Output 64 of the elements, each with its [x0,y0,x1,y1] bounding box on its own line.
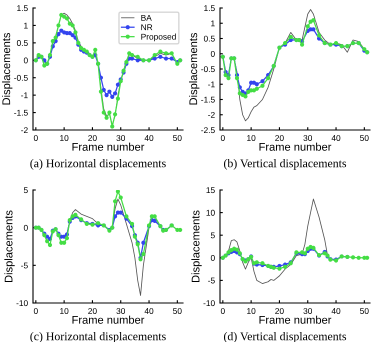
x-axis-title: Frame number [259,316,332,324]
x-tick-label: 20 [275,308,284,314]
x-tick-label: 30 [116,308,126,314]
y-tick-label: 0.5 [16,40,28,46]
x-tick-label: 30 [116,135,126,141]
y-tick-label: 5 [210,232,215,238]
text: (a) Horizontal displacements [30,159,166,170]
y-tick-label: 5 [24,187,28,194]
y-axis-title: Displacements [191,210,202,282]
y-tick-label: 10 [206,210,215,216]
y-tick-label: -5 [208,278,215,284]
y-tick-label: 0 [24,224,28,231]
x-tick-label: 20 [88,308,97,314]
text: (b) Vertical displacements [224,159,346,170]
x-tick-label: 30 [303,135,312,141]
x-tick-label: 50 [360,135,369,141]
x-tick-label: 10 [60,308,68,314]
y-tick-label: -1.5 [14,110,28,116]
y-tick-label: 0 [210,255,215,261]
x-tick-label: 0 [220,308,225,314]
y-tick-label: 0 [24,57,28,64]
x-tick-label: 10 [60,135,68,141]
x-tick-label: 30 [303,308,312,314]
y-tick-label: 0 [210,50,215,57]
legend-label: BA [141,14,152,21]
x-axis-title: Frame number [259,142,332,151]
x-axis-title: Frame number [72,316,144,324]
y-tick-label: 1.5 [17,5,28,12]
x-tick-label: 50 [173,135,182,141]
y-tick-label: -1 [208,82,215,88]
x-tick-label: 10 [247,135,256,141]
x-tick-label: 0 [34,135,38,141]
x-tick-label: 40 [144,135,154,141]
legend-label: Proposed [141,34,176,42]
x-tick-label: 10 [247,308,256,314]
x-tick-label: 0 [220,135,225,141]
y-tick-label: -10 [16,300,28,306]
y-tick-label: -10 [203,300,215,306]
y-tick-label: 15 [206,187,215,194]
y-tick-label: 1.5 [204,5,215,12]
y-tick-label: 0.5 [204,36,215,42]
x-tick-label: 20 [275,135,284,141]
y-tick-label: -0.5 [201,66,215,72]
y-tick-label: -5 [21,262,28,268]
y-axis-title: Displacements [4,210,15,282]
x-axis-title: Frame number [72,142,144,151]
y-tick-label: -1 [21,92,28,98]
legend-label: NR [141,24,152,30]
x-tick-label: 40 [144,308,154,314]
y-tick-label: 1 [24,22,28,28]
y-tick-label: -2 [208,112,215,118]
y-axis-title: Displacements [2,32,12,105]
x-tick-label: 20 [88,135,97,141]
y-tick-label: -2 [21,127,28,134]
y-tick-label: -2.5 [201,127,215,134]
x-tick-label: 50 [173,308,182,314]
x-tick-label: 40 [332,135,340,141]
y-tick-label: -1.5 [201,96,215,103]
y-tick-label: -0.5 [14,74,28,81]
x-tick-label: 0 [34,308,38,314]
y-axis-title: Displacements [189,32,200,105]
x-tick-label: 50 [360,308,369,314]
y-tick-label: 1 [211,20,215,26]
x-tick-label: 40 [332,308,340,314]
